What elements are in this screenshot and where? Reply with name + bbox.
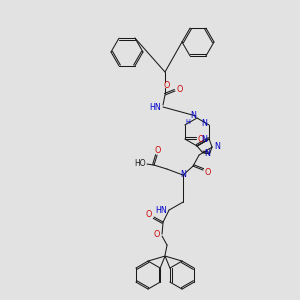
- Text: N: N: [180, 169, 186, 178]
- Text: O: O: [177, 85, 183, 94]
- Text: N: N: [205, 149, 211, 158]
- Text: O: O: [146, 210, 152, 219]
- Text: HN: HN: [155, 206, 167, 214]
- Text: O: O: [155, 146, 161, 154]
- Text: N: N: [214, 142, 220, 151]
- Text: N: N: [201, 118, 207, 127]
- Text: O: O: [154, 230, 160, 238]
- Text: H: H: [185, 119, 190, 125]
- Text: N: N: [201, 136, 207, 145]
- Text: O: O: [205, 168, 211, 177]
- Text: HN: HN: [149, 103, 161, 112]
- Text: N: N: [190, 112, 196, 121]
- Text: O: O: [198, 134, 204, 143]
- Text: O: O: [164, 80, 170, 89]
- Text: HO: HO: [134, 159, 146, 168]
